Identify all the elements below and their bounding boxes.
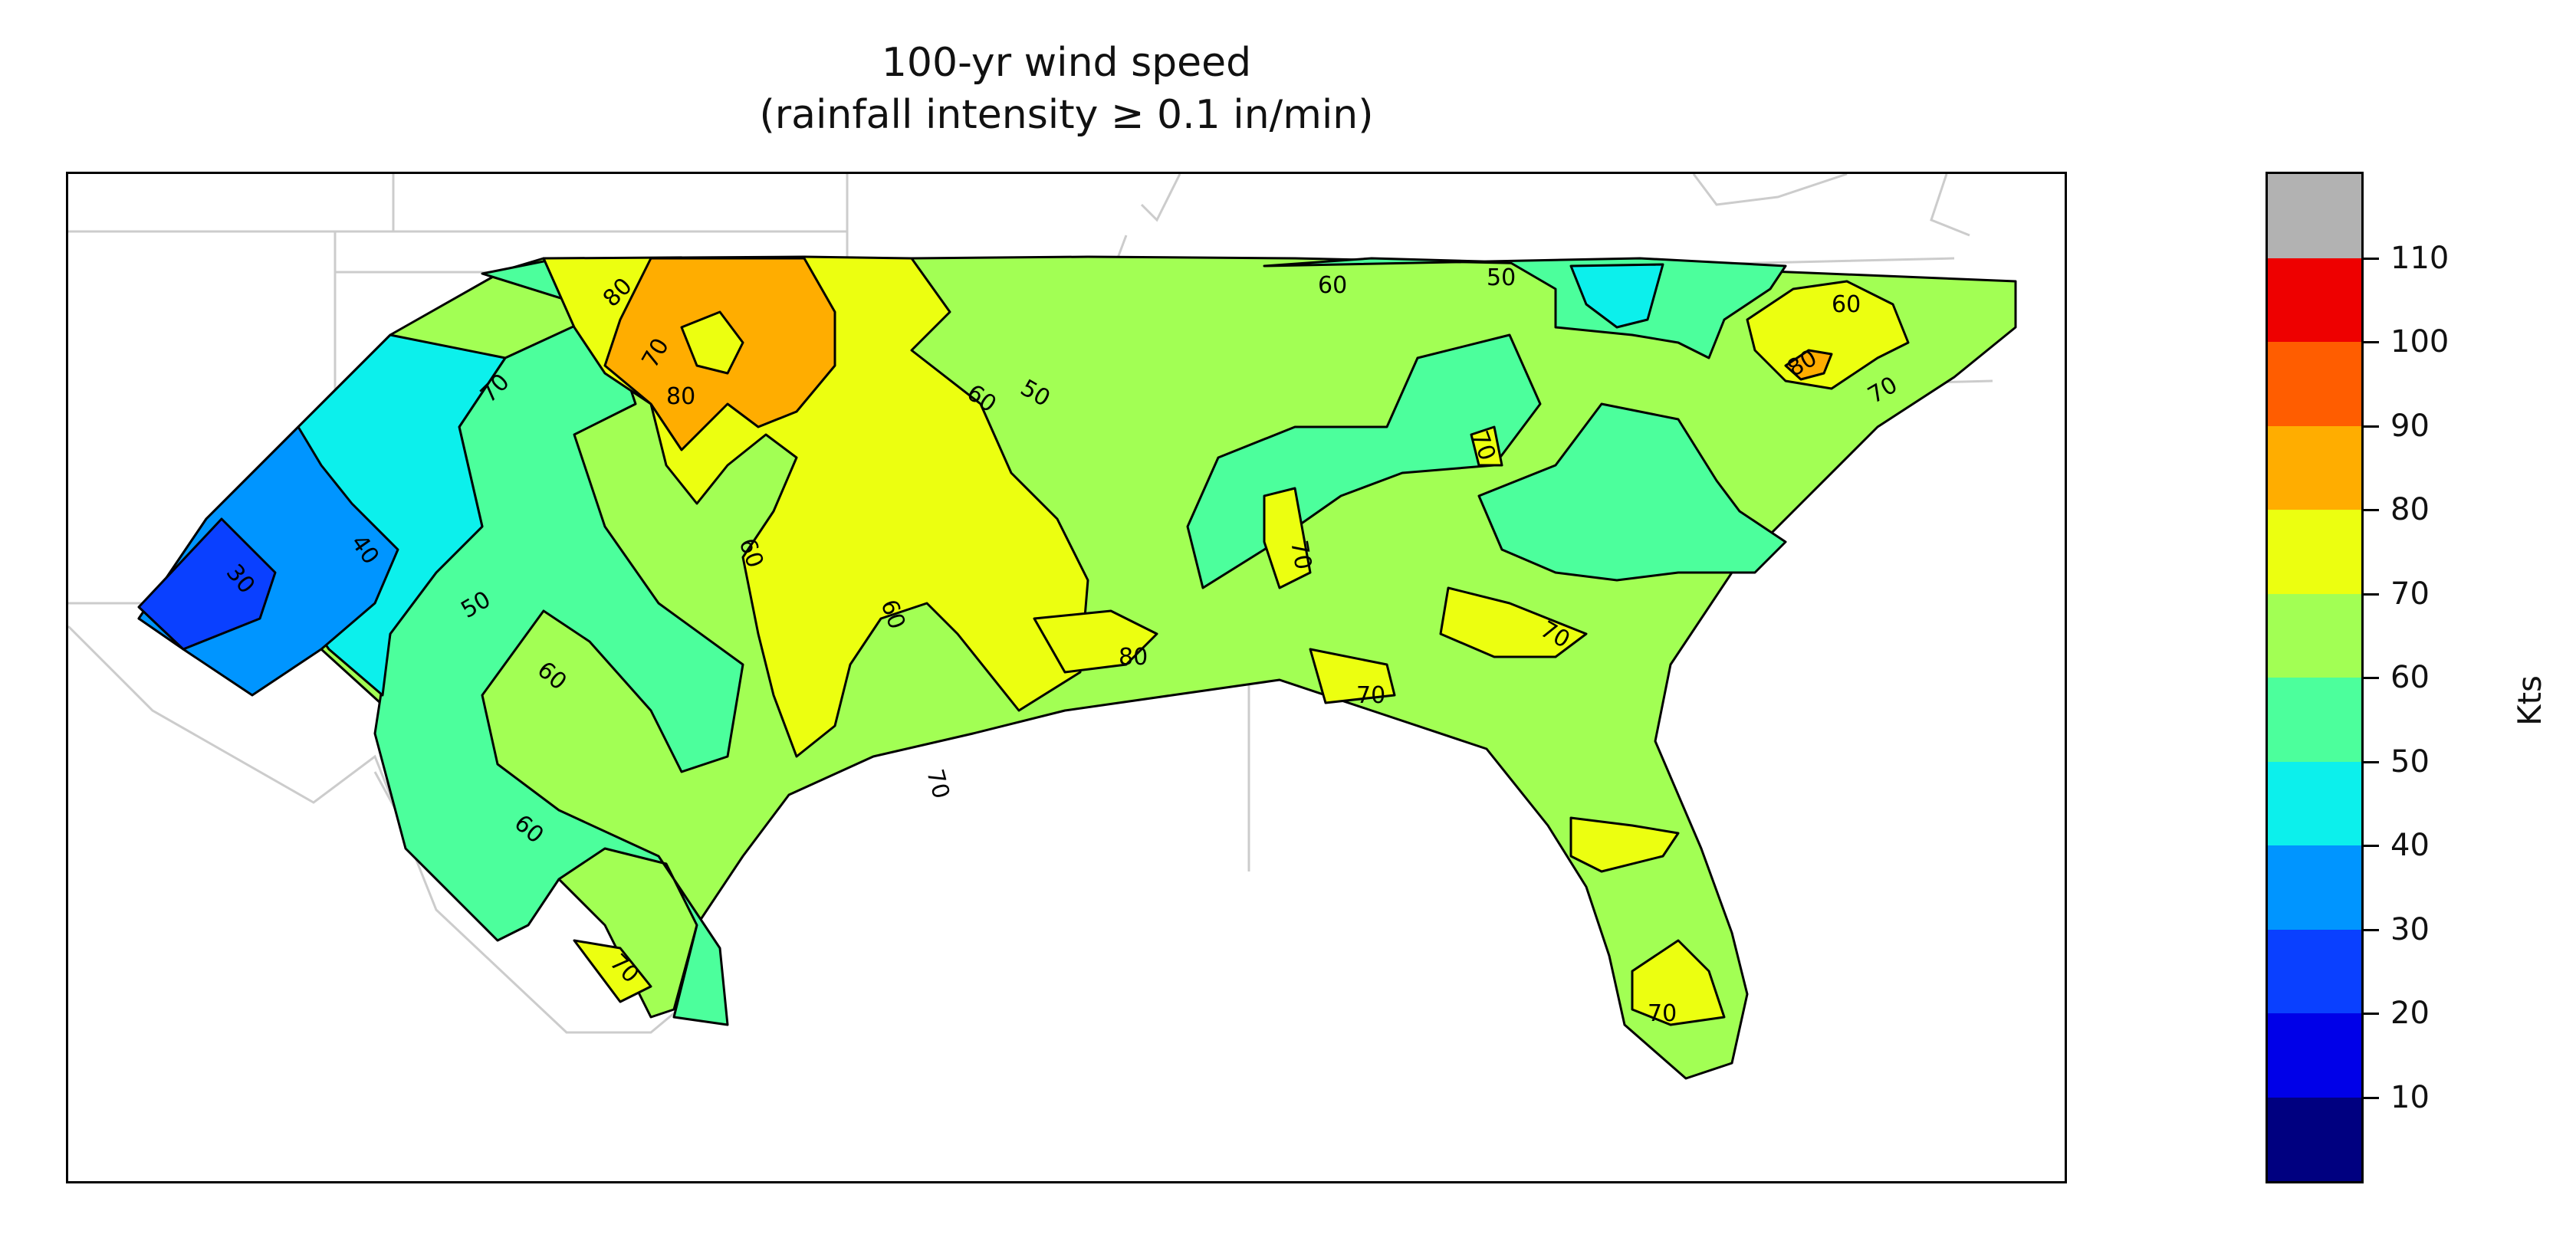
colorbar [2266, 172, 2364, 1183]
map-panel: 80 70 80 70 30 40 50 60 60 60 60 60 70 6… [66, 172, 2067, 1183]
colorbar-tick [2364, 509, 2379, 511]
contour-label: 60 [1318, 272, 1347, 299]
contour-label: 80 [1119, 644, 1148, 671]
colorbar-tick [2364, 341, 2379, 343]
map-subtitle: (rainfall intensity ≥ 0.1 in/min) [759, 92, 1374, 138]
contour-band-40-50-ne [1569, 263, 1664, 329]
contour-band-20-30 [137, 517, 277, 651]
colorbar-tick-label: 80 [2390, 492, 2430, 527]
wind-speed-map: 80 70 80 70 30 40 50 60 60 60 60 60 70 6… [68, 174, 2017, 1080]
contour-band-70-80-inner [680, 310, 744, 375]
colorbar-segment [2268, 761, 2361, 845]
colorbar-segment [2268, 174, 2361, 258]
colorbar-tick-label: 110 [2390, 240, 2450, 276]
colorbar-tick [2364, 1013, 2379, 1015]
map-title: 100-yr wind speed [881, 40, 1252, 86]
colorbar-tick-label: 60 [2390, 660, 2430, 695]
colorbar-segment [2268, 678, 2361, 762]
contour-label: 60 [1832, 291, 1861, 318]
colorbar-tick-label: 70 [2390, 576, 2430, 612]
colorbar-segment [2268, 258, 2361, 342]
colorbar-units-label: Kts [2511, 675, 2548, 726]
contour-band-80-90-east [1784, 349, 1833, 381]
colorbar-tick-label: 10 [2390, 1079, 2430, 1115]
colorbar-tick [2364, 677, 2379, 679]
colorbar-tick-label: 100 [2390, 324, 2450, 359]
colorbar-tick-label: 40 [2390, 828, 2430, 863]
contour-label: 70 [1356, 682, 1385, 709]
colorbar-tick-label: 50 [2390, 743, 2430, 780]
colorbar-tick-label: 30 [2390, 911, 2430, 947]
colorbar-tick [2364, 592, 2379, 596]
colorbar-segment [2268, 510, 2361, 594]
contour-band-70-80-al [1309, 648, 1396, 704]
contour-label: 70 [1285, 538, 1316, 572]
contour-band-70-80-fl-south [1631, 939, 1726, 1026]
contour-label: 70 [921, 766, 955, 802]
contour-band-70-80-ms [1263, 487, 1312, 589]
contour-band-70-80-gulf [1033, 609, 1158, 674]
colorbar-segment [2268, 929, 2361, 1013]
colorbar-tick-label: 20 [2390, 996, 2430, 1031]
colorbar-segment [2268, 1013, 2361, 1098]
contour-band-70-80-east [1746, 280, 1910, 390]
colorbar-tick-label: 90 [2390, 408, 2430, 444]
colorbar-segment [2268, 425, 2361, 510]
colorbar-tick [2364, 760, 2379, 763]
contour-label: 70 [1648, 1000, 1677, 1027]
colorbar-segment [2268, 845, 2361, 930]
filled-contours [137, 255, 2017, 1080]
contour-label: 50 [1487, 264, 1516, 291]
contour-label: 80 [666, 383, 695, 410]
colorbar-segment [2268, 342, 2361, 426]
colorbar-tick [2364, 1096, 2379, 1099]
colorbar-tick [2364, 425, 2379, 428]
colorbar-tick [2364, 928, 2379, 931]
contour-band-70-80-sc [1470, 425, 1503, 467]
contour-band-50-60-east [1477, 402, 1787, 582]
colorbar-segment [2268, 1097, 2361, 1181]
colorbar-segment [2268, 593, 2361, 678]
contour-band-70-80-tx [573, 939, 652, 1003]
contour-band-70-80-ga [1439, 586, 1588, 658]
colorbar-tick [2364, 257, 2379, 260]
contour-band-70-80-fl-north [1569, 816, 1680, 873]
colorbar-tick [2364, 845, 2379, 847]
